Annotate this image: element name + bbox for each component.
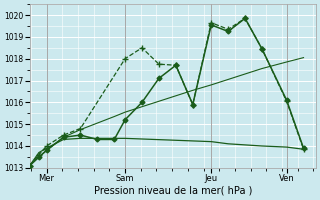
X-axis label: Pression niveau de la mer( hPa ): Pression niveau de la mer( hPa ) [93,186,252,196]
